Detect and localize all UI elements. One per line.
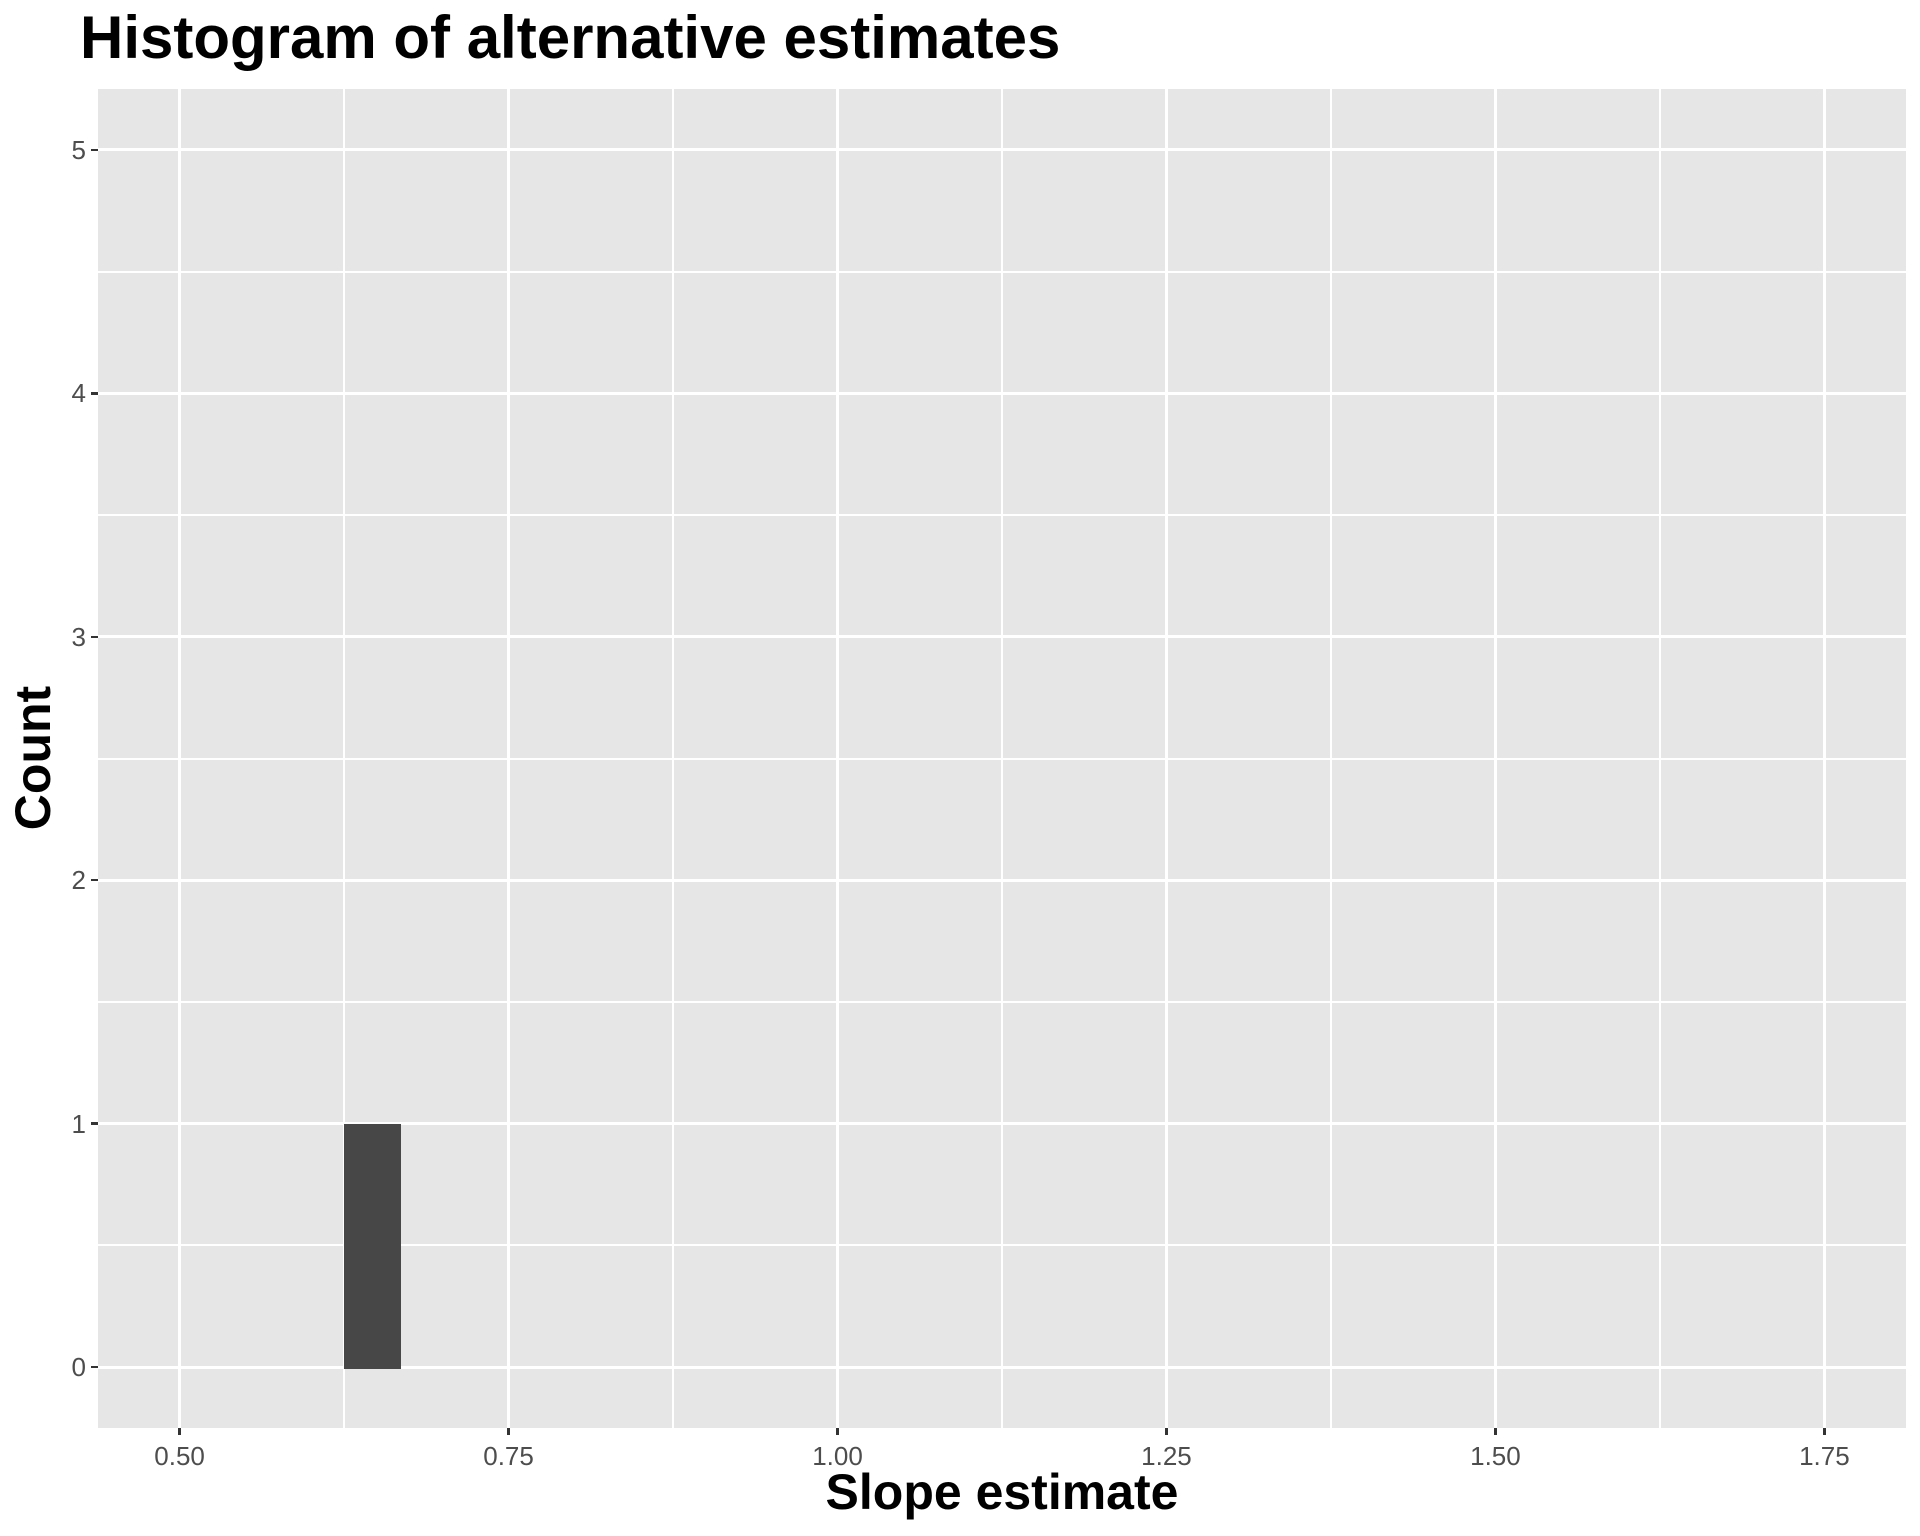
x-minor-gridline bbox=[1658, 89, 1661, 1428]
x-major-gridline bbox=[1164, 89, 1168, 1428]
plot-panel bbox=[98, 89, 1906, 1428]
y-major-gridline bbox=[98, 1365, 1906, 1369]
y-tick-label: 2 bbox=[71, 865, 86, 896]
y-major-gridline bbox=[98, 391, 1906, 395]
x-axis-title: Slope estimate bbox=[825, 1464, 1179, 1520]
x-major-gridline bbox=[1493, 89, 1497, 1428]
x-tick-label: 0.50 bbox=[154, 1441, 205, 1471]
y-tick-mark bbox=[91, 392, 98, 395]
x-minor-gridline bbox=[1329, 89, 1332, 1428]
y-tick-label: 4 bbox=[71, 378, 86, 409]
y-tick-mark bbox=[91, 635, 98, 639]
x-tick-mark bbox=[1165, 1428, 1168, 1435]
x-tick-label: 1.75 bbox=[1799, 1441, 1850, 1471]
y-major-gridline bbox=[98, 878, 1906, 882]
x-major-gridline bbox=[1822, 89, 1826, 1428]
x-major-gridline bbox=[507, 89, 511, 1428]
x-minor-gridline bbox=[343, 89, 346, 1428]
x-tick-label: 0.75 bbox=[483, 1441, 534, 1471]
x-tick-mark bbox=[507, 1428, 510, 1435]
x-tick-mark bbox=[1823, 1428, 1826, 1435]
y-tick-mark bbox=[91, 1365, 98, 1369]
y-tick-label: 5 bbox=[71, 134, 86, 165]
y-tick-mark bbox=[91, 148, 98, 152]
x-minor-gridline bbox=[1001, 89, 1003, 1428]
y-tick-label: 0 bbox=[71, 1352, 86, 1383]
y-tick-label: 3 bbox=[71, 621, 86, 652]
x-tick-label: 1.00 bbox=[812, 1441, 863, 1471]
y-axis-title: Count bbox=[5, 685, 61, 831]
y-major-gridline bbox=[98, 1122, 1906, 1126]
x-tick-mark bbox=[1494, 1428, 1497, 1435]
x-tick-mark bbox=[836, 1428, 839, 1435]
y-tick-label: 1 bbox=[71, 1108, 86, 1139]
x-tick-mark bbox=[178, 1428, 181, 1435]
x-tick-label: 1.50 bbox=[1470, 1441, 1521, 1471]
x-minor-gridline bbox=[672, 89, 675, 1428]
plot-title: Histogram of alternative estimates bbox=[80, 4, 1061, 71]
x-major-gridline bbox=[178, 89, 182, 1428]
y-major-gridline bbox=[98, 148, 1906, 152]
histogram-bar bbox=[344, 1123, 401, 1370]
x-tick-label: 1.25 bbox=[1141, 1441, 1192, 1471]
y-tick-mark bbox=[91, 878, 98, 882]
y-major-gridline bbox=[98, 635, 1906, 639]
y-tick-mark bbox=[91, 1122, 98, 1125]
x-major-gridline bbox=[836, 89, 840, 1428]
